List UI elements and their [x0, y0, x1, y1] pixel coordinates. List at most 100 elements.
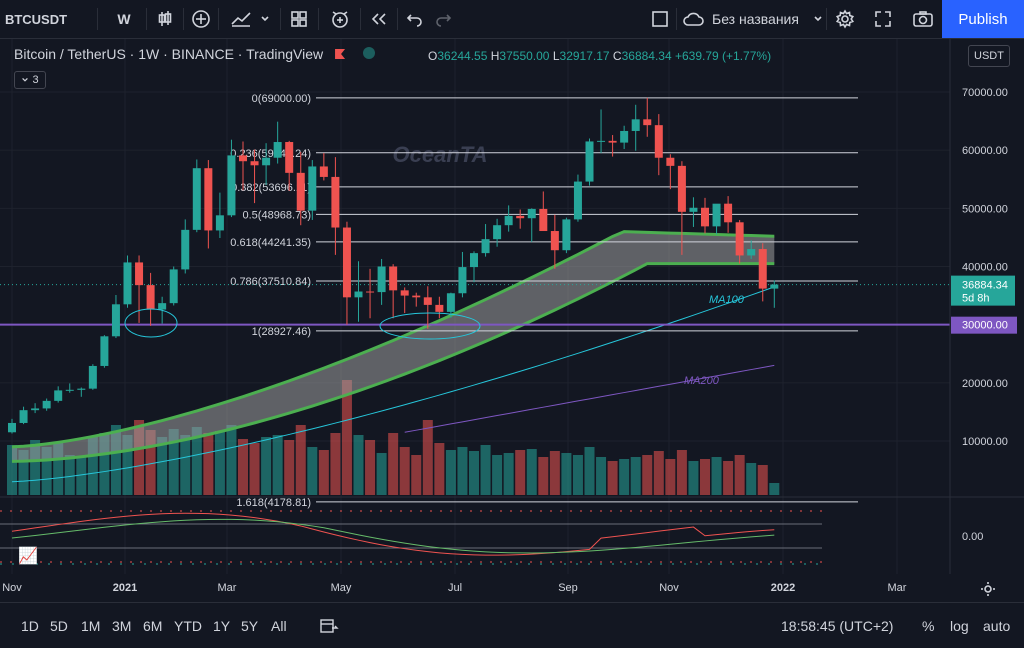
candle-style-button[interactable] — [150, 0, 180, 38]
candle-body — [54, 390, 63, 401]
volume-bar — [307, 447, 318, 495]
interval-button[interactable]: W — [108, 0, 140, 38]
candle-body — [550, 231, 559, 251]
annotation-ellipse[interactable] — [379, 312, 481, 340]
candle — [770, 280, 779, 308]
indicators-collapse-button[interactable]: 3 — [14, 71, 46, 89]
volume-bar — [330, 433, 341, 495]
volume-bar — [238, 439, 248, 495]
price-axis-tick: 20000.00 — [962, 378, 1008, 390]
candle — [54, 386, 63, 403]
settings-button[interactable] — [830, 0, 860, 38]
volume-bar — [353, 435, 364, 495]
candle-body — [146, 285, 155, 310]
annotation-ellipse[interactable] — [124, 308, 178, 338]
expand-icon — [875, 11, 891, 27]
volume-bar — [746, 463, 757, 495]
volume-bar — [122, 435, 133, 495]
time-axis[interactable]: Nov 2021 Mar May Jul Sep Nov 2022 Mar — [0, 576, 950, 602]
volume-bar — [157, 437, 168, 495]
candle — [481, 224, 490, 257]
range-button-1m[interactable]: 1M — [81, 617, 101, 634]
range-button-1d[interactable]: 1D — [21, 617, 39, 634]
range-button-ytd[interactable]: YTD — [174, 617, 202, 634]
auto-scale-button[interactable]: auto — [983, 603, 1010, 648]
indicators-icon — [231, 12, 251, 27]
log-scale-button[interactable]: log — [950, 603, 969, 648]
symbol-flag-icon — [335, 49, 346, 59]
candle — [342, 221, 351, 325]
candle-body — [620, 130, 629, 143]
replay-button[interactable] — [364, 0, 394, 38]
alert-button[interactable] — [324, 0, 356, 38]
goto-date-button[interactable] — [319, 603, 339, 648]
range-button-1y[interactable]: 1Y — [213, 617, 231, 634]
currency-button[interactable]: USDT — [968, 45, 1010, 67]
indicator-count: 3 — [32, 74, 39, 86]
candle-body — [516, 215, 525, 219]
candle — [654, 114, 663, 176]
candle — [377, 258, 386, 305]
volume-bar — [561, 453, 572, 495]
clock-timezone[interactable]: 18:58:45 (UTC+2) — [781, 603, 893, 648]
candle — [204, 160, 213, 249]
candle — [308, 160, 317, 220]
candle-body — [135, 262, 144, 286]
volume-bar — [723, 461, 734, 495]
candle — [8, 418, 16, 434]
volume-bar — [87, 437, 98, 495]
volume-bar — [376, 453, 387, 495]
symbol-search-button[interactable]: BTCUSDT — [5, 0, 67, 38]
candle — [423, 286, 432, 329]
candle — [215, 192, 224, 238]
fullscreen-layout-button[interactable] — [645, 0, 675, 38]
bottom-toolbar: 18:58:45 (UTC+2) % log auto 1D 5D 1M 3M 6M YT… — [0, 602, 1024, 648]
candle — [250, 149, 259, 204]
last-price-badge — [951, 275, 1015, 306]
redo-button[interactable] — [428, 0, 458, 38]
plus-circle-icon — [192, 10, 210, 28]
time-axis-label: Nov — [659, 582, 679, 594]
range-button-5y[interactable]: 5Y — [241, 617, 259, 634]
range-button-3m[interactable]: 3M — [112, 617, 132, 634]
candle-body — [204, 168, 213, 231]
candle-body — [262, 157, 271, 166]
volume-bar — [53, 443, 64, 495]
snapshot-button[interactable] — [906, 0, 940, 38]
candle — [262, 143, 271, 186]
ma-upper-line — [11, 230, 775, 449]
volume-bar — [422, 420, 433, 495]
chart-legend: Bitcoin / TetherUS · 1W · BINANCE · Trad… — [14, 46, 375, 62]
volume-bar — [503, 453, 514, 495]
indicators-button[interactable] — [224, 0, 276, 38]
range-button-5d[interactable]: 5D — [50, 617, 68, 634]
candle-body — [42, 400, 51, 409]
candle-body — [31, 408, 40, 411]
top-toolbar: BTCUSDT W Без названия — [0, 0, 1024, 39]
volume-bar — [619, 459, 630, 495]
add-indicator-button[interactable] — [186, 0, 216, 38]
range-button-all[interactable]: All — [271, 617, 287, 634]
tradingview-logo: 📈 — [18, 546, 38, 565]
candle — [319, 153, 328, 181]
publish-label: Publish — [958, 10, 1008, 28]
candle — [446, 292, 455, 318]
percent-label: % — [922, 617, 935, 634]
candle — [493, 218, 502, 247]
percent-scale-button[interactable]: % — [922, 603, 934, 648]
candle — [135, 255, 144, 323]
publish-button[interactable]: Publish — [942, 0, 1024, 38]
layouts-button[interactable] — [284, 0, 314, 38]
range-button-6m[interactable]: 6M — [143, 617, 163, 634]
rewind-icon — [371, 13, 386, 25]
layout-name-label: Без названия — [712, 11, 799, 27]
symbol-title: Bitcoin / TetherUS · 1W · BINANCE · Trad… — [14, 46, 324, 62]
undo-button[interactable] — [400, 0, 430, 38]
layout-name-button[interactable]: Без названия — [682, 0, 824, 38]
candle — [689, 197, 698, 227]
volume-bar — [7, 445, 17, 495]
fullscreen-button[interactable] — [868, 0, 898, 38]
axis-settings-button[interactable] — [976, 576, 1000, 602]
candle — [631, 104, 640, 151]
